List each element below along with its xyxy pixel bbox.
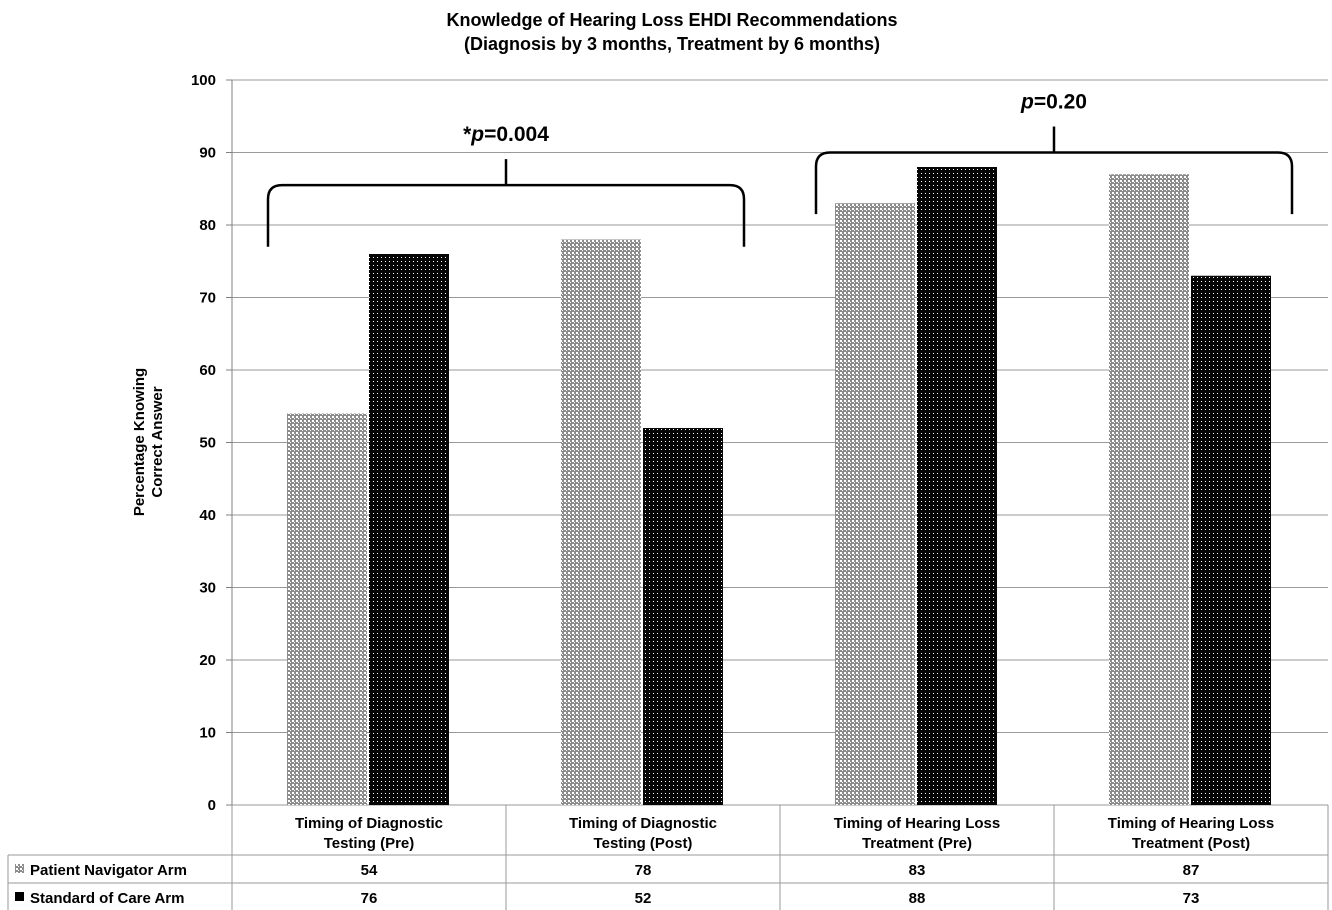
y-tick-label: 20 (199, 652, 216, 669)
data-label: 87 (1183, 862, 1200, 879)
category-label-line-2: Treatment (Post) (1132, 835, 1250, 852)
bar-patient-navigator-1 (561, 239, 641, 805)
data-label: 54 (361, 862, 378, 879)
data-table: Timing of Diagnostic Testing (Pre) Timing … (7, 805, 1329, 910)
chart-title-line-1: Knowledge of Hearing Loss EHDI Recommend… (446, 10, 897, 30)
y-tick-label: 90 (199, 145, 216, 162)
y-tick-label: 50 (199, 435, 216, 452)
y-tick-label: 10 (199, 725, 216, 742)
data-label: 88 (909, 890, 926, 907)
y-tick-label: 100 (191, 72, 216, 89)
data-label: 83 (909, 862, 926, 879)
y-tick-label: 80 (199, 217, 216, 234)
category-label-line-1: Timing of Diagnostic (295, 815, 443, 832)
series-name: Standard of Care Arm (30, 890, 184, 907)
data-label: 52 (635, 890, 652, 907)
category-label-line-2: Treatment (Pre) (862, 835, 972, 852)
y-tick-label: 0 (208, 797, 216, 814)
data-label: 76 (361, 890, 378, 907)
p-value-prefix: * (463, 123, 472, 146)
y-tick-label: 70 (199, 290, 216, 307)
category-label-line-1: Timing of Hearing Loss (834, 815, 1000, 832)
bar-standard-of-care-3 (1191, 275, 1271, 805)
y-axis-ticks: 0 10 20 30 40 50 60 70 80 90 100 (191, 72, 232, 814)
significance-bracket (266, 183, 746, 247)
y-axis-title-line-1: Percentage Knowing (131, 368, 148, 516)
bar-patient-navigator-0 (287, 413, 367, 805)
y-tick-label: 60 (199, 362, 216, 379)
legend-key-0 (15, 864, 24, 873)
chart-title-line-2: (Diagnosis by 3 months, Treatment by 6 m… (464, 34, 880, 54)
bar-patient-navigator-2 (835, 203, 915, 805)
category-label-line-1: Timing of Hearing Loss (1108, 815, 1274, 832)
bar-patient-navigator-3 (1109, 174, 1189, 805)
p-value-label: *p=0.004 (463, 123, 549, 146)
category-label-line-1: Timing of Diagnostic (569, 815, 717, 832)
series-name: Patient Navigator Arm (30, 862, 187, 879)
bar-standard-of-care-1 (643, 428, 723, 805)
data-label: 73 (1183, 890, 1200, 907)
data-label: 78 (635, 862, 652, 879)
bar-standard-of-care-0 (369, 254, 449, 805)
bars (287, 167, 1271, 805)
category-label-line-2: Testing (Post) (594, 835, 693, 852)
p-value-number: =0.004 (484, 123, 549, 146)
p-value-italic: p (1020, 91, 1034, 114)
y-tick-label: 30 (199, 580, 216, 597)
bar-standard-of-care-2 (917, 167, 997, 805)
y-axis-title-line-2: Correct Answer (149, 386, 166, 497)
p-value-label: p=0.20 (1020, 91, 1087, 114)
y-tick-label: 40 (199, 507, 216, 524)
p-value-number: =0.20 (1034, 91, 1087, 114)
p-value-italic: p (470, 123, 484, 146)
legend-key-1 (15, 892, 24, 901)
category-label-line-2: Testing (Pre) (324, 835, 415, 852)
